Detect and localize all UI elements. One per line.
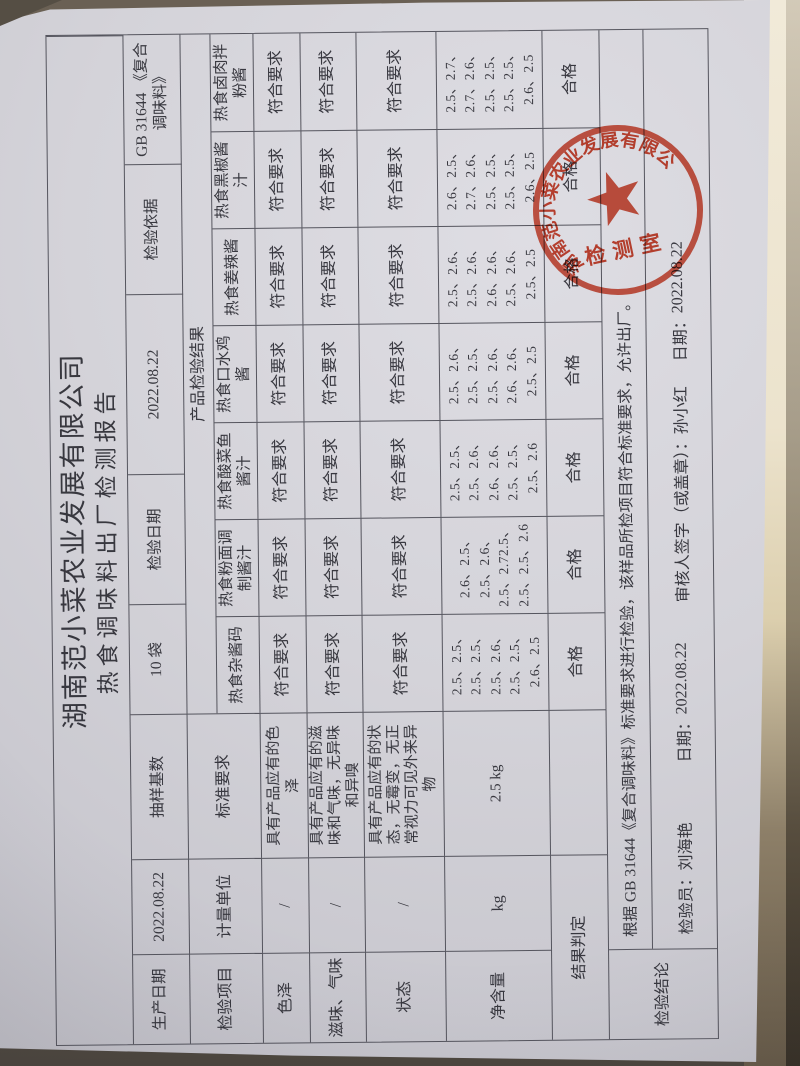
product-name: 热食粉面调制酱汁 <box>215 518 260 617</box>
header-item: 检验项目 <box>189 952 264 1044</box>
result-cell: 符合要求 <box>361 516 443 615</box>
unit-value: kg <box>444 854 553 951</box>
result-cell: 符合要求 <box>258 518 307 616</box>
title-row: 湖南范小菜农业发展有限公司 热食调味料出厂检测报告 <box>46 35 134 1045</box>
result-cell: 符合要求 <box>356 31 438 130</box>
product-name: 热食杂酱码 <box>216 615 261 714</box>
page-edge-shadow <box>786 0 800 1066</box>
judgement-cell: 合格 <box>542 30 601 128</box>
results-header-block: 产品检验结果 热食杂酱码 热食粉面调制酱汁 热食酸菜鱼酱汁 热食口水鸡酱 热食姜… <box>180 33 261 714</box>
result-cell: 符合要求 <box>302 226 360 325</box>
result-cell: 符合要求 <box>303 323 361 422</box>
basis-label: 检验依据 <box>124 163 183 295</box>
sample-base-label: 抽样基数 <box>130 713 189 860</box>
judgement-cell: 合格 <box>545 321 604 419</box>
result-cell: 符合要求 <box>301 129 359 228</box>
result-cell: 符合要求 <box>305 517 363 616</box>
judgement-empty-cell <box>549 709 609 855</box>
result-cell: 符合要求 <box>255 227 304 325</box>
header-standard: 标准要求 <box>187 712 262 859</box>
net-weight-values: 2.5、2.5、2.5、2.6、2.6、2.6、2.5、2.5、2.5、2.6 <box>440 418 548 517</box>
stamp-ring <box>533 125 703 295</box>
row-taste: 滋味、气味 / 具有产品应有的滋味和气味，无异味和异嗅 符合要求 符合要求 符合… <box>300 32 367 1043</box>
product-name: 热食姜辣酱 <box>212 227 257 326</box>
row-state: 状态 / 具有产品应有的状态，无霉变，无正常视力可见外来异物 符合要求 符合要求… <box>356 31 447 1042</box>
date2-label: 日期： <box>672 313 690 362</box>
inspector-name: 刘海艳 <box>677 822 696 871</box>
conclusion-label: 检验结论 <box>609 948 718 1040</box>
stamp-center-text: 检测室 <box>583 229 670 270</box>
result-cell: 符合要求 <box>257 421 306 519</box>
company-stamp: 湖南范小菜农业发展有限公司 检测室 <box>499 92 724 316</box>
result-cell: 符合要求 <box>306 614 364 713</box>
product-name: 热食黑椒酱汁 <box>211 130 256 229</box>
sample-base-value: 10 袋 <box>129 603 188 715</box>
judgement-label: 结果判定 <box>551 854 610 1040</box>
item-label: 滋味、气味 <box>309 951 367 1043</box>
result-cell: 符合要求 <box>254 130 303 228</box>
net-weight-values: 2.6、2.5、2.5、2.6、2.5、2.72.5、2.5、2.5、2.6 <box>441 515 549 614</box>
net-weight-values: 2.5、2.5、2.5、2.5、2.5、2.6、2.5、2.5、2.6、2.5 <box>442 612 550 711</box>
result-cell: 符合要求 <box>360 419 442 518</box>
inspection-date-value: 2022.08.22 <box>126 293 185 475</box>
inspector-label: 检验员： <box>678 870 696 935</box>
standard-text: 具有产品应有的色泽 <box>260 712 309 858</box>
stamp-star-icon <box>587 171 640 227</box>
result-cell: 符合要求 <box>256 324 305 422</box>
item-label: 净含量 <box>445 949 554 1041</box>
result-cell: 符合要求 <box>300 32 358 131</box>
reviewer-name: 孙小红 <box>673 386 691 435</box>
item-label: 色泽 <box>262 952 311 1043</box>
title-cell: 湖南范小菜农业发展有限公司 热食调味料出厂检测报告 <box>46 35 134 1045</box>
result-cell: 符合要求 <box>359 322 441 421</box>
product-name-row: 热食杂酱码 热食粉面调制酱汁 热食酸菜鱼酱汁 热食口水鸡酱 热食姜辣酱 热食黑椒… <box>210 33 261 714</box>
production-date-value: 2022.08.22 <box>132 858 190 955</box>
header-rows: 检验项目 计量单位 标准要求 产品检验结果 热食杂酱码 热食粉面调制酱汁 热食酸… <box>180 33 264 1044</box>
standard-text: 具有产品应有的状态，无霉变，无正常视力可见外来异物 <box>363 710 445 857</box>
net-weight-values: 2.5、2.7、2.7、2.6、2.5、2.5、2.5、2.5、2.6、2.5 <box>436 30 544 129</box>
unit-value: / <box>308 856 366 953</box>
result-cell: 符合要求 <box>304 420 362 519</box>
result-cell: 符合要求 <box>362 613 444 712</box>
judgement-cell: 合格 <box>548 612 607 710</box>
info-row: 生产日期 2022.08.22 抽样基数 10 袋 检验日期 2022.08.2… <box>123 34 191 1045</box>
date1-value: 2022.08.22 <box>672 642 691 715</box>
net-weight-values: 2.5、2.6、2.5、2.5、2.5、2.6、2.6、2.6、2.5、2.5 <box>439 321 547 420</box>
date1-label: 日期： <box>676 714 695 763</box>
standard-text: 2.5 kg <box>443 709 552 856</box>
product-name: 热食卤肉拌粉酱 <box>210 33 255 132</box>
production-date-label: 生产日期 <box>133 953 191 1045</box>
header-unit: 计量单位 <box>188 857 263 954</box>
standard-text: 具有产品应有的滋味和气味，无异味和异嗅 <box>307 711 365 858</box>
item-label: 状态 <box>365 950 447 1042</box>
result-cell: 符合要求 <box>253 33 302 131</box>
basis-value: GB 31644 《复合调味料》 <box>123 34 182 165</box>
report-title: 热食调味料出厂检测报告 <box>93 386 122 695</box>
result-cell: 符合要求 <box>357 128 439 227</box>
reviewer-label: 审核人签字（或盖章）： <box>673 434 693 603</box>
judgement-cell: 合格 <box>547 515 606 613</box>
paper-sheet <box>0 0 770 1062</box>
unit-value: / <box>364 855 446 952</box>
inspection-date-label: 检验日期 <box>128 473 187 605</box>
result-cell: 符合要求 <box>259 615 308 713</box>
judgement-cell: 合格 <box>546 418 605 516</box>
net-weight-values: 2.5、2.6、2.5、2.6、2.6、2.6、2.5、2.6、2.5、2.5 <box>438 224 546 323</box>
product-name: 热食口水鸡酱 <box>213 324 258 423</box>
unit-value: / <box>261 857 310 953</box>
result-cell: 符合要求 <box>358 225 440 324</box>
stamp-graphic: 湖南范小菜农业发展有限公司 检测室 <box>499 92 703 295</box>
company-title: 湖南范小菜农业发展有限公司 <box>56 352 91 730</box>
product-name: 热食酸菜鱼酱汁 <box>214 421 259 520</box>
